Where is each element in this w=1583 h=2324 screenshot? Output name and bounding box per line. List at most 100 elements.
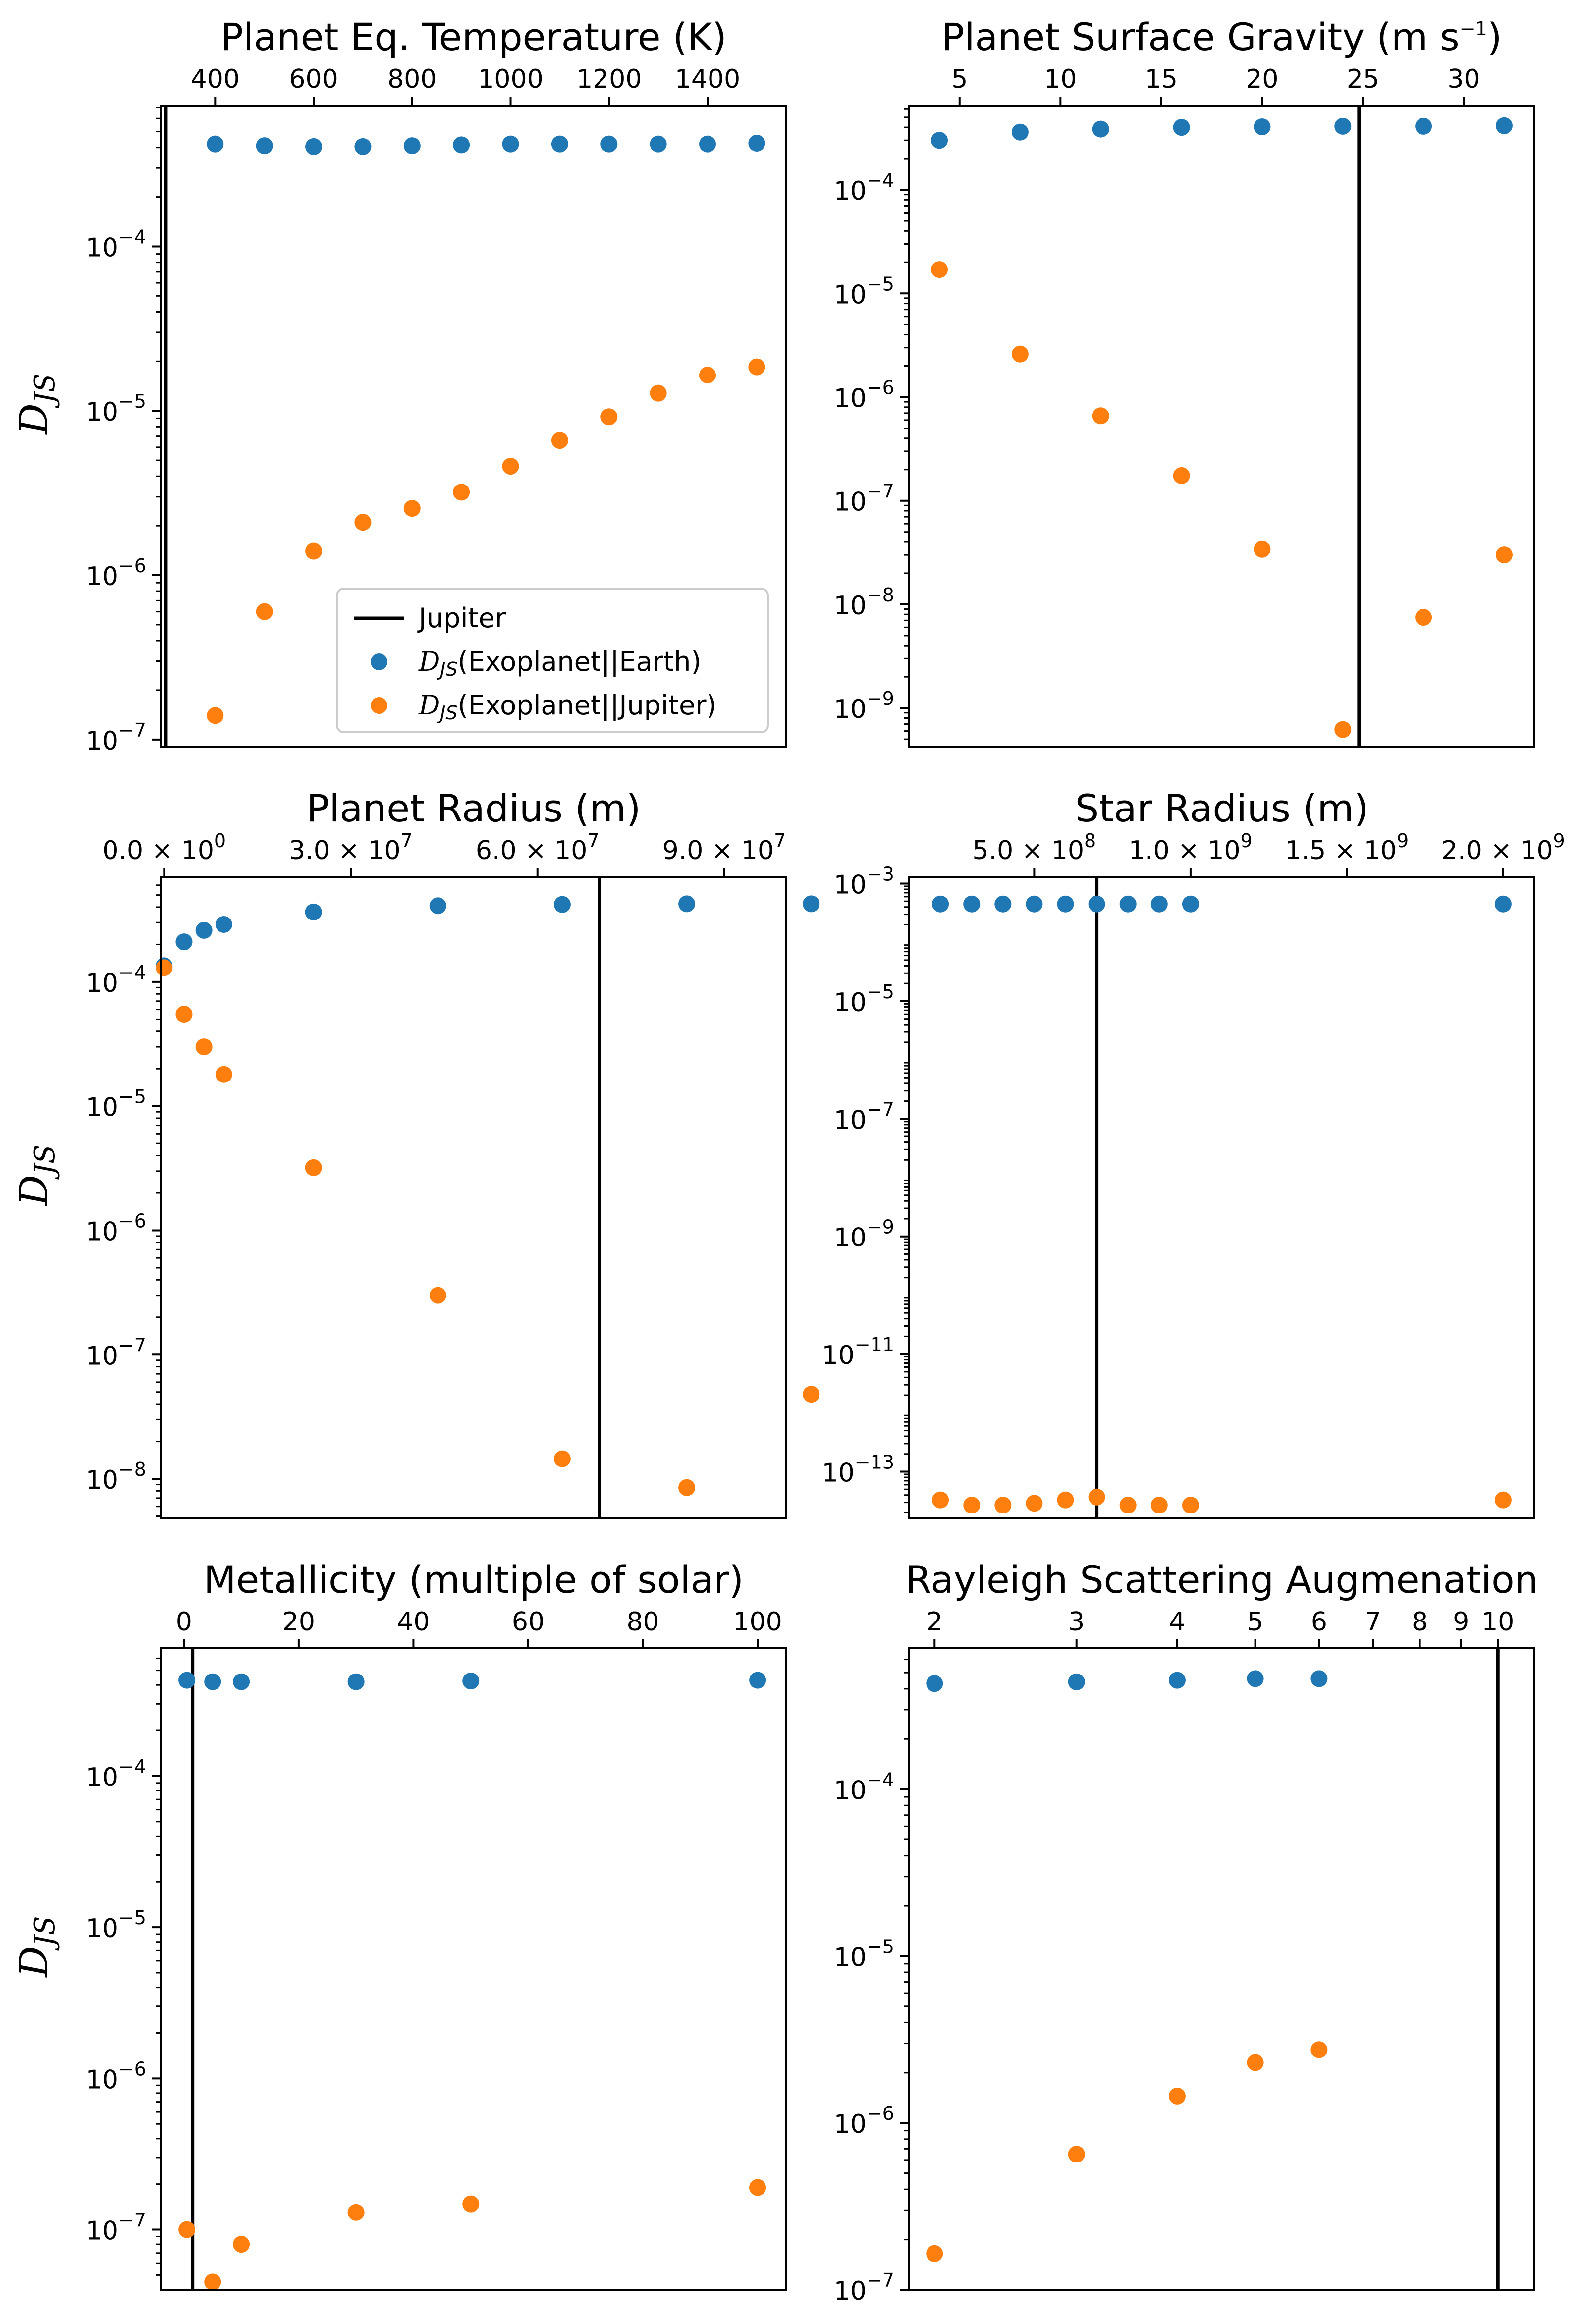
text-span: 6.0 × 10 bbox=[476, 836, 588, 865]
y-tick-label: 10−6 bbox=[86, 555, 146, 592]
y-tick-label: 10−5 bbox=[834, 1936, 894, 1972]
earth-point bbox=[926, 1675, 943, 1692]
jupiter-point bbox=[1119, 1497, 1137, 1514]
text-span: 9 bbox=[1397, 830, 1409, 852]
jupiter-point bbox=[462, 2195, 480, 2213]
text-span: −6 bbox=[867, 377, 894, 399]
text-span: (Exoplanet||Earth) bbox=[458, 646, 702, 677]
y-tick-label: 10−7 bbox=[86, 719, 146, 756]
earth-point bbox=[347, 1673, 365, 1690]
subplot-5: Metallicity (multiple of solar) 0 20 40 60 80… bbox=[12, 1558, 787, 2291]
jupiter-point bbox=[204, 2273, 221, 2291]
y-tick-label: 10−5 bbox=[86, 1907, 146, 1944]
earth-point bbox=[748, 134, 765, 152]
text-span: 10 bbox=[86, 2065, 118, 2095]
text-span: 10 bbox=[834, 695, 867, 724]
earth-point bbox=[1168, 1672, 1186, 1689]
text-span: 10 bbox=[834, 1943, 867, 1972]
y-tick-label: 10−4 bbox=[834, 169, 894, 206]
y-tick-label: 10−4 bbox=[86, 1756, 146, 1792]
x-tick-label: 0 bbox=[176, 1607, 192, 1637]
x-tick-label: 1000 bbox=[478, 64, 543, 94]
plot-frame bbox=[160, 876, 787, 1519]
text-span: JS bbox=[29, 373, 61, 408]
chart-title: Star Radius (m) bbox=[1075, 786, 1368, 830]
jupiter-point bbox=[305, 542, 323, 560]
earth-point bbox=[403, 137, 421, 155]
text-span: 10 bbox=[834, 1223, 867, 1253]
jupiter-point bbox=[156, 959, 173, 976]
earth-point bbox=[1182, 895, 1199, 913]
earth-point bbox=[178, 1672, 196, 1689]
x-tick-label: 4 bbox=[1169, 1607, 1185, 1637]
text-span: 0.0 × 10 bbox=[102, 836, 214, 865]
text-span: −5 bbox=[867, 981, 894, 1003]
earth-point bbox=[204, 1673, 221, 1690]
legend-frame bbox=[336, 588, 769, 733]
x-tick-label: 600 bbox=[289, 64, 338, 94]
y-axis-label: DJS bbox=[12, 1144, 61, 1206]
earth-point bbox=[1068, 1673, 1085, 1690]
earth-point bbox=[453, 136, 470, 154]
text-span: −5 bbox=[118, 1907, 146, 1929]
text-span: JS bbox=[29, 1144, 61, 1180]
text-span: −7 bbox=[118, 1334, 146, 1356]
jupiter-point bbox=[233, 2236, 250, 2253]
jupiter-point bbox=[1494, 1491, 1512, 1509]
x-tick-label: 9.0 × 107 bbox=[662, 830, 786, 865]
text-span: 10 bbox=[86, 2216, 118, 2246]
x-tick-label: 800 bbox=[387, 64, 437, 94]
jupiter-point bbox=[678, 1479, 696, 1496]
y-tick-label: 10−6 bbox=[86, 2058, 146, 2095]
text-span: JS bbox=[437, 658, 457, 680]
earth-point bbox=[1173, 119, 1190, 136]
x-tick-label: 9 bbox=[1453, 1607, 1469, 1637]
text-span: Planet Surface Gravity (m s bbox=[942, 15, 1460, 59]
earth-point bbox=[502, 135, 519, 153]
y-tick-label: 10−7 bbox=[86, 1334, 146, 1371]
text-span: −5 bbox=[118, 1086, 146, 1108]
jupiter-point bbox=[1088, 1488, 1105, 1506]
chart-title: Rayleigh Scattering Augmenation bbox=[905, 1558, 1538, 1602]
text-span: −3 bbox=[867, 864, 894, 885]
earth-point bbox=[1057, 895, 1074, 913]
text-span: 10 bbox=[834, 870, 867, 900]
text-span: 9 bbox=[1553, 830, 1565, 852]
text-span: −5 bbox=[867, 273, 894, 295]
earth-point bbox=[1088, 895, 1105, 913]
earth-point bbox=[1092, 120, 1109, 138]
x-tick-label: 10 bbox=[1044, 64, 1077, 94]
x-tick-label: 15 bbox=[1145, 64, 1178, 94]
jupiter-point bbox=[1150, 1497, 1168, 1514]
earth-point bbox=[600, 135, 618, 153]
y-axis-label: DJS bbox=[12, 1916, 61, 1978]
text-span: 10 bbox=[86, 562, 118, 592]
text-span: −5 bbox=[867, 1936, 894, 1957]
text-span: 10 bbox=[834, 384, 867, 414]
earth-point bbox=[215, 916, 232, 933]
jupiter-point bbox=[650, 384, 667, 402]
jupiter-point bbox=[926, 2245, 943, 2262]
legend-jupiter-marker bbox=[371, 697, 387, 714]
jupiter-point bbox=[354, 514, 372, 531]
x-tick-label: 6.0 × 107 bbox=[476, 830, 600, 865]
legend-jupiter-label: Jupiter bbox=[417, 602, 506, 634]
y-tick-label: 10−8 bbox=[834, 584, 894, 621]
text-span: −4 bbox=[867, 169, 894, 191]
y-tick-label: 10−5 bbox=[86, 1086, 146, 1123]
earth-point bbox=[256, 137, 273, 155]
text-span: −6 bbox=[118, 555, 146, 577]
earth-point bbox=[1119, 895, 1137, 913]
legend-earth-marker bbox=[371, 653, 387, 670]
earth-point bbox=[931, 132, 948, 149]
chart-title: Planet Surface Gravity (m s−1) bbox=[942, 15, 1502, 59]
text-span: 10 bbox=[834, 176, 867, 206]
text-span: 7 bbox=[587, 830, 599, 852]
text-span: D bbox=[12, 1175, 56, 1207]
jupiter-point bbox=[699, 367, 716, 384]
text-span: 10 bbox=[86, 1217, 118, 1246]
earth-point bbox=[553, 896, 571, 913]
jupiter-point bbox=[1310, 2041, 1328, 2058]
